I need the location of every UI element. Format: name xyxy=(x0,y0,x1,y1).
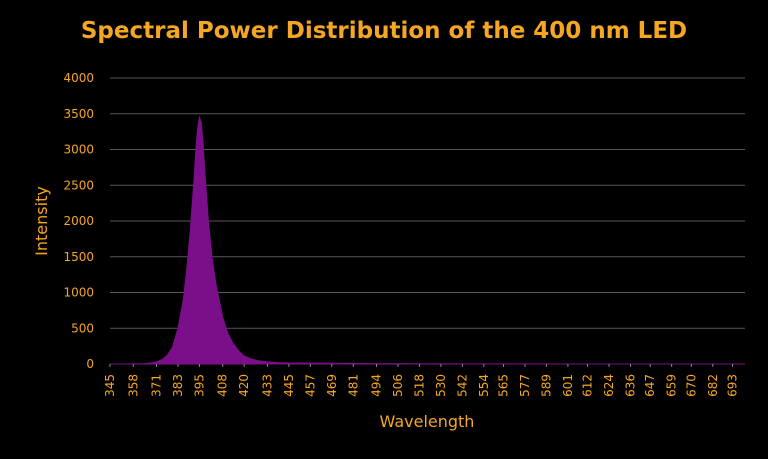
x-tick-label: 383 xyxy=(171,374,185,397)
x-tick-label: 693 xyxy=(725,374,739,397)
chart-title: Spectral Power Distribution of the 400 n… xyxy=(80,18,688,44)
x-tick-label: 371 xyxy=(150,374,164,397)
x-tick-label: 542 xyxy=(455,374,469,397)
x-tick-label: 670 xyxy=(684,374,698,397)
x-tick-label: 395 xyxy=(192,374,206,397)
y-tick-label: 3500 xyxy=(63,107,94,121)
x-tick-label: 518 xyxy=(412,374,426,397)
x-tick-label: 554 xyxy=(477,374,491,397)
x-tick-label: 469 xyxy=(325,374,339,397)
x-tick-label: 682 xyxy=(706,374,720,397)
area-layer xyxy=(110,115,745,365)
x-tick-label: 659 xyxy=(665,374,679,397)
y-tick-label: 1500 xyxy=(63,250,94,264)
series-area xyxy=(110,115,745,365)
y-tick-label: 2000 xyxy=(63,214,94,228)
y-axis: 0 500 1000 1500 2000 2500 3000 3500 4000 xyxy=(63,71,94,371)
y-tick-label: 0 xyxy=(86,357,94,371)
x-tick-label: 506 xyxy=(391,374,405,397)
x-tick-label: 647 xyxy=(643,374,657,397)
y-tick-label: 4000 xyxy=(63,71,94,85)
x-tick-label: 565 xyxy=(497,374,511,397)
y-tick-label: 2500 xyxy=(63,178,94,192)
y-tick-label: 500 xyxy=(71,321,94,335)
x-tick-label: 358 xyxy=(126,374,140,397)
y-axis-title: Intensity xyxy=(32,186,51,256)
x-tick-label: 420 xyxy=(237,374,251,397)
x-tick-label: 345 xyxy=(103,374,117,397)
x-tick-label: 577 xyxy=(518,374,532,397)
x-tick-label: 624 xyxy=(602,374,616,397)
x-tick-label: 445 xyxy=(282,374,296,397)
x-tick-label: 636 xyxy=(624,374,638,397)
x-axis-title: Wavelength xyxy=(380,412,475,431)
x-tick-label: 408 xyxy=(216,374,230,397)
x-tick-label: 494 xyxy=(370,374,384,397)
x-tick-label: 612 xyxy=(581,374,595,397)
x-tick-label: 457 xyxy=(303,374,317,397)
x-tick-label: 433 xyxy=(260,374,274,397)
y-tick-label: 1000 xyxy=(63,286,94,300)
x-axis: 345 358 371 383 395 408 420 433 445 457 469 481 494 5… xyxy=(103,364,739,397)
x-tick-label: 589 xyxy=(539,374,553,397)
y-tick-label: 3000 xyxy=(63,143,94,157)
x-tick-label: 601 xyxy=(561,374,575,397)
x-tick-label: 481 xyxy=(346,374,360,397)
x-tick-label: 530 xyxy=(434,374,448,397)
